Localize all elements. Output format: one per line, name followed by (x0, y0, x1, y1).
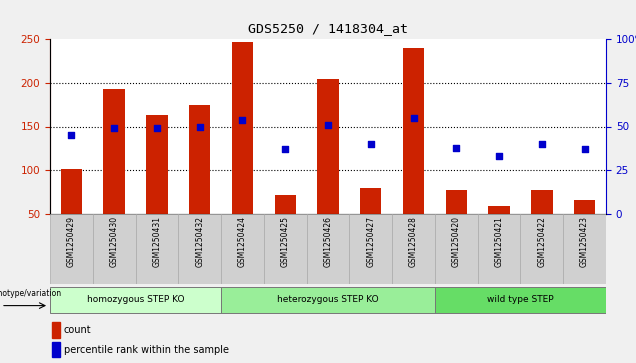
Bar (146, 115, 168, 214)
Bar (435, 214, 478, 284)
Text: GSM1250431: GSM1250431 (153, 216, 162, 267)
Bar (574, 200, 595, 214)
Text: wild type STEP: wild type STEP (487, 295, 554, 304)
Bar (135, 214, 178, 284)
Bar (403, 48, 424, 214)
Bar (563, 214, 606, 284)
Bar (221, 287, 435, 313)
Point (366, 141, 376, 147)
Bar (435, 287, 606, 313)
Point (451, 144, 461, 150)
Text: GSM1250429: GSM1250429 (67, 216, 76, 267)
Text: GSM1250428: GSM1250428 (409, 216, 418, 267)
Text: GSM1250425: GSM1250425 (280, 216, 290, 267)
Bar (392, 214, 435, 284)
Bar (178, 214, 221, 284)
Point (579, 146, 590, 152)
Text: GSM1250421: GSM1250421 (495, 216, 504, 267)
Point (537, 141, 547, 147)
Title: GDS5250 / 1418304_at: GDS5250 / 1418304_at (248, 22, 408, 35)
Bar (275, 195, 296, 214)
Text: heterozygous STEP KO: heterozygous STEP KO (277, 295, 379, 304)
Bar (307, 214, 349, 284)
Bar (50, 214, 93, 284)
Text: GSM1250420: GSM1250420 (452, 216, 461, 267)
Text: homozygous STEP KO: homozygous STEP KO (86, 295, 184, 304)
Bar (104, 89, 125, 214)
Bar (232, 42, 253, 214)
Text: count: count (64, 325, 92, 335)
Bar (93, 214, 135, 284)
Bar (221, 214, 264, 284)
Bar (478, 214, 520, 284)
Bar (52, 342, 60, 358)
Text: GSM1250423: GSM1250423 (580, 216, 589, 267)
Bar (52, 322, 60, 338)
Point (237, 117, 247, 122)
Point (494, 153, 504, 159)
Bar (349, 214, 392, 284)
Text: GSM1250424: GSM1250424 (238, 216, 247, 267)
Text: GSM1250427: GSM1250427 (366, 216, 375, 267)
Point (109, 125, 119, 131)
Bar (360, 188, 382, 214)
Bar (189, 105, 211, 214)
Bar (50, 287, 221, 313)
Bar (531, 189, 553, 214)
Bar (446, 190, 467, 214)
Bar (317, 79, 339, 214)
Point (195, 123, 205, 129)
Bar (60, 168, 82, 214)
Point (408, 115, 418, 121)
Point (280, 146, 290, 152)
Text: GSM1250426: GSM1250426 (324, 216, 333, 267)
Text: GSM1250422: GSM1250422 (537, 216, 546, 267)
Text: genotype/variation: genotype/variation (0, 289, 62, 298)
Bar (520, 214, 563, 284)
Bar (488, 206, 510, 214)
Point (323, 122, 333, 128)
Point (66, 132, 76, 138)
Point (152, 125, 162, 131)
Text: GSM1250430: GSM1250430 (109, 216, 119, 267)
Text: percentile rank within the sample: percentile rank within the sample (64, 344, 229, 355)
Text: GSM1250432: GSM1250432 (195, 216, 204, 267)
Bar (264, 214, 307, 284)
